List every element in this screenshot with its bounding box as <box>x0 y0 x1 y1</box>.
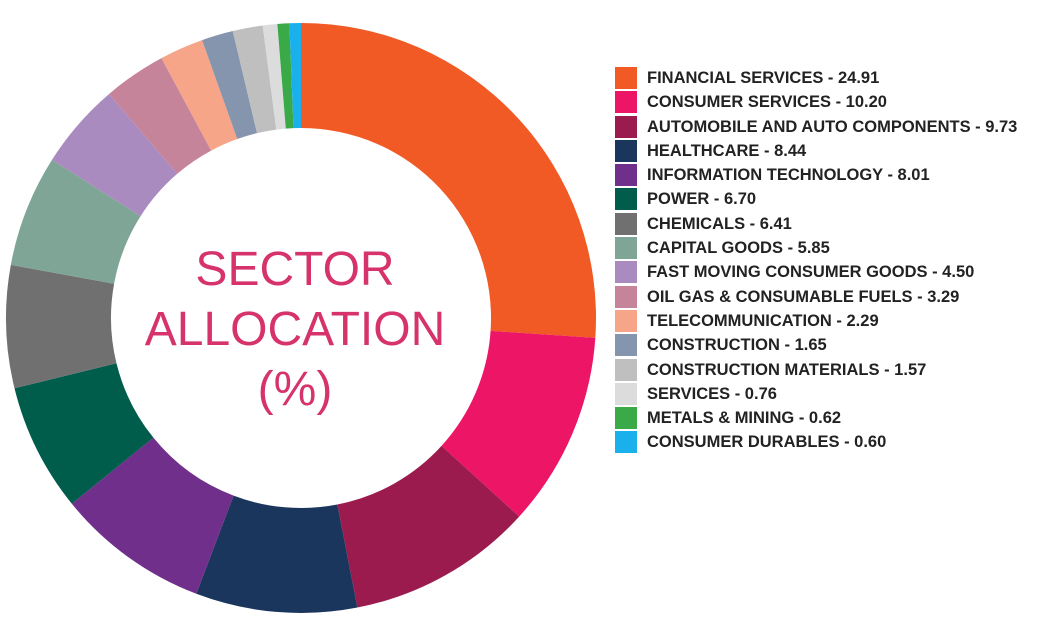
legend-label: INFORMATION TECHNOLOGY - 8.01 <box>647 166 930 185</box>
donut-slice <box>5 264 117 389</box>
legend-swatch <box>615 188 637 211</box>
legend-label: FINANCIAL SERVICES - 24.91 <box>647 69 880 87</box>
donut-slice <box>337 445 520 608</box>
legend-item: OIL GAS & CONSUMABLE FUELS - 3.29 <box>615 285 1055 309</box>
legend: FINANCIAL SERVICES - 24.91 CONSUMER SERVI… <box>615 66 1055 455</box>
donut-slice <box>161 40 238 151</box>
legend-item: CONSTRUCTION - 1.65 <box>615 333 1055 357</box>
legend-label: HEALTHCARE - 8.44 <box>647 141 807 160</box>
legend-swatch <box>615 334 637 357</box>
legend-item: CONSUMER DURABLES - 0.60 <box>615 430 1055 454</box>
legend-swatch <box>615 431 637 454</box>
chart-title: SECTOR ALLOCATION (%) <box>144 243 446 416</box>
donut-slice <box>51 94 178 217</box>
donut-slice <box>10 159 141 284</box>
legend-label: CONSUMER SERVICES - 10.20 <box>647 93 887 112</box>
legend-item: CAPITAL GOODS - 5.85 <box>615 236 1055 260</box>
legend-label: METALS & MINING - 0.62 <box>647 409 842 428</box>
legend-label: OIL GAS & CONSUMABLE FUELS - 3.29 <box>647 287 960 306</box>
legend-swatch <box>615 164 637 187</box>
donut-slice <box>301 23 596 338</box>
donut-slice <box>71 437 234 594</box>
legend-item: SERVICES - 0.76 <box>615 382 1055 406</box>
legend-swatch <box>615 212 637 235</box>
legend-swatch <box>615 358 637 381</box>
legend-item: METALS & MINING - 0.62 <box>615 406 1055 430</box>
legend-item: INFORMATION TECHNOLOGY - 8.01 <box>615 163 1055 187</box>
legend-swatch <box>615 91 637 114</box>
legend-swatch <box>615 139 637 162</box>
legend-label: FAST MOVING CONSUMER GOODS - 4.50 <box>647 263 975 282</box>
legend-item: HEALTHCARE - 8.44 <box>615 139 1055 163</box>
legend-label: AUTOMOBILE AND AUTO COMPONENTS - 9.73 <box>647 117 1018 136</box>
legend-swatch <box>615 309 637 332</box>
donut-slice <box>441 330 596 517</box>
donut-slice <box>14 363 154 504</box>
legend-label: CAPITAL GOODS - 5.85 <box>647 239 830 258</box>
donut-slice <box>232 25 277 134</box>
donut-slice <box>262 23 286 130</box>
legend-swatch <box>615 407 637 430</box>
donut-slice <box>289 23 301 129</box>
legend-item: POWER - 6.70 <box>615 187 1055 211</box>
legend-item: TELECOMMUNICATION - 2.29 <box>615 309 1055 333</box>
legend-label: CONSUMER DURABLES - 0.60 <box>647 433 887 452</box>
donut-slice <box>108 58 212 174</box>
legend-item: FINANCIAL SERVICES - 24.91 <box>615 66 1055 90</box>
legend-item: CHEMICALS - 6.41 <box>615 212 1055 236</box>
legend-swatch <box>615 67 637 89</box>
legend-label: CHEMICALS - 6.41 <box>647 214 792 233</box>
donut-slice <box>202 31 258 140</box>
legend-swatch <box>615 261 637 284</box>
legend-label: CONSTRUCTION MATERIALS - 1.57 <box>647 360 927 379</box>
donut-slice <box>196 495 358 613</box>
legend-label: CONSTRUCTION - 1.65 <box>647 336 827 355</box>
legend-label: SERVICES - 0.76 <box>647 384 777 403</box>
legend-swatch <box>615 285 637 308</box>
legend-item: CONSTRUCTION MATERIALS - 1.57 <box>615 358 1055 382</box>
legend-item: AUTOMOBILE AND AUTO COMPONENTS - 9.73 <box>615 115 1055 139</box>
legend-item: FAST MOVING CONSUMER GOODS - 4.50 <box>615 260 1055 284</box>
legend-item: CONSUMER SERVICES - 10.20 <box>615 90 1055 114</box>
legend-label: POWER - 6.70 <box>647 190 757 209</box>
legend-swatch <box>615 115 637 138</box>
legend-swatch <box>615 382 637 405</box>
legend-label: TELECOMMUNICATION - 2.29 <box>647 311 879 330</box>
donut-slice <box>277 23 294 129</box>
legend-swatch <box>615 237 637 260</box>
